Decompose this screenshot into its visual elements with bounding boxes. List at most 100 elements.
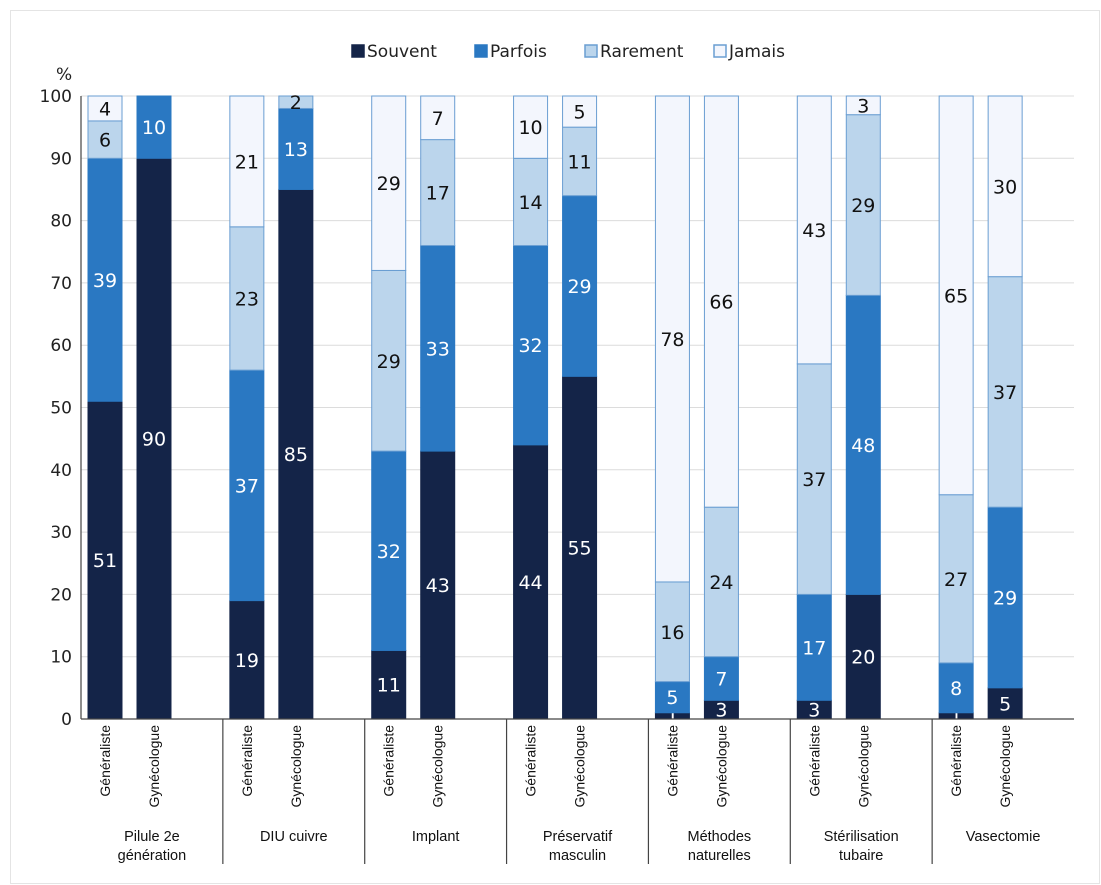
legend-swatch-1 [475,45,487,57]
y-tick-label-2: 20 [50,585,72,605]
bar-category-label-g5-b1: Gynécologue [855,725,871,808]
legend-label-3: Jamais [728,42,785,62]
y-tick-label-3: 30 [50,523,72,543]
value-label-g0-b0-s1: 39 [93,270,117,292]
value-label-g5-b1-s3: 3 [857,95,869,117]
value-label-g5-b0-s3: 43 [802,220,826,242]
group-label-0-line-0: Pilule 2e [124,829,180,845]
value-label-g5-b0-s2: 37 [802,469,826,491]
value-label-g4-b0-s1: 5 [666,687,678,709]
value-label-g4-b1-s2: 24 [709,572,733,594]
group-label-0-line-1: génération [118,848,187,864]
value-label-g6-b1-s3: 30 [993,176,1017,198]
value-label-g0-b1-s0: 90 [142,429,166,451]
value-label-g4-b0-s3: 78 [660,329,684,351]
category-labels: Généraliste Gynécologue Pilule 2e génératio… [97,725,1040,864]
value-label-g2-b0-s1: 32 [377,541,401,563]
value-label-g5-b1-s2: 29 [851,195,875,217]
value-label-g0-b1-s1: 10 [142,117,166,139]
value-label-g2-b0-s3: 29 [377,173,401,195]
bar-category-label-g4-b1: Gynécologue [713,725,729,808]
legend: Souvent Parfois Rarement Jamais [352,42,785,62]
value-label-g0-b0-s0: 51 [93,550,117,572]
value-label-g3-b0-s1: 32 [518,335,542,357]
value-label-g3-b0-s0: 44 [518,572,542,594]
y-axis-ticks: 0 10 20 30 40 50 60 70 80 90 100 [40,87,72,730]
legend-swatch-2 [585,45,597,57]
bar-category-label-g2-b1: Gynécologue [430,725,446,808]
bar-category-label-g5-b0: Généraliste [806,725,822,797]
value-label-g6-b0-s1: 8 [950,678,962,700]
group-label-4-line-0: Méthodes [688,829,752,845]
group-label-5-line-1: tubaire [839,848,883,864]
value-label-g4-b1-s0: 3 [715,700,727,722]
value-label-g2-b1-s3: 7 [432,108,444,130]
group-label-4-line-1: naturelles [688,848,751,864]
bar-category-label-g3-b0: Généraliste [523,725,539,797]
bar-category-label-g6-b1: Gynécologue [997,725,1013,808]
y-tick-label-1: 10 [50,648,72,668]
value-label-g2-b1-s0: 43 [426,575,450,597]
group-label-3-line-1: masculin [549,848,606,864]
value-label-g1-b1-s2: 2 [290,92,302,114]
y-tick-label-7: 70 [50,274,72,294]
bar-category-label-g0-b0: Généraliste [97,725,113,797]
value-label-g6-b1-s0: 5 [999,693,1011,715]
value-label-g1-b0-s2: 23 [235,288,259,310]
value-label-g1-b0-s1: 37 [235,475,259,497]
value-label-g3-b0-s2: 14 [518,192,542,214]
legend-swatch-3 [714,45,726,57]
value-label-g6-b0-s3: 65 [944,285,968,307]
value-label-g5-b0-s0: 3 [808,700,820,722]
bar-category-label-g0-b1: Gynécologue [146,725,162,808]
y-tick-label-8: 80 [50,212,72,232]
y-tick-label-6: 60 [50,336,72,356]
y-axis-unit: % [56,65,72,85]
value-label-g4-b0-s2: 16 [660,622,684,644]
bar-category-label-g6-b0: Généraliste [948,725,964,797]
value-label-g0-b0-s2: 6 [99,130,111,152]
value-label-g1-b1-s0: 85 [284,444,308,466]
group-label-5-line-0: Stérilisation [824,829,899,845]
value-label-g6-b1-s1: 29 [993,588,1017,610]
value-label-g1-b0-s0: 19 [235,650,259,672]
y-tick-label-4: 40 [50,461,72,481]
value-label-g2-b0-s0: 11 [377,675,401,697]
value-label-g6-b0-s2: 27 [944,569,968,591]
value-label-g5-b0-s1: 17 [802,637,826,659]
y-tick-label-0: 0 [61,710,72,730]
y-tick-label-10: 100 [40,87,72,107]
value-label-g6-b1-s2: 37 [993,382,1017,404]
value-label-g3-b1-s0: 55 [567,538,591,560]
value-label-g3-b1-s2: 11 [567,151,591,173]
bar-category-label-g3-b1: Gynécologue [572,725,588,808]
value-label-g3-b1-s3: 5 [574,102,586,124]
value-label-g1-b0-s3: 21 [235,151,259,173]
group-label-2-line-0: Implant [412,829,460,845]
group-label-1-line-0: DIU cuivre [260,829,328,845]
value-label-g2-b0-s2: 29 [377,351,401,373]
value-label-g4-b1-s3: 66 [709,292,733,314]
bars: 5139649010193723218513211322929433317744… [88,92,1022,728]
value-label-g5-b1-s0: 20 [851,647,875,669]
value-label-g3-b0-s3: 10 [518,117,542,139]
legend-swatch-0 [352,45,364,57]
bar-category-label-g4-b0: Généraliste [664,725,680,797]
value-label-g4-b1-s1: 7 [715,669,727,691]
group-label-6-line-0: Vasectomie [966,829,1041,845]
value-label-g3-b1-s1: 29 [567,276,591,298]
y-tick-label-5: 50 [50,399,72,419]
y-tick-label-9: 90 [50,149,72,169]
legend-label-1: Parfois [490,42,547,62]
legend-label-0: Souvent [367,42,437,62]
legend-label-2: Rarement [600,42,684,62]
value-label-g1-b1-s1: 13 [284,139,308,161]
value-label-g5-b1-s1: 48 [851,435,875,457]
bar-category-label-g2-b0: Généraliste [381,725,397,797]
value-label-g2-b1-s2: 17 [426,183,450,205]
value-label-g2-b1-s1: 33 [426,338,450,360]
bar-category-label-g1-b1: Gynécologue [288,725,304,808]
group-label-3-line-0: Préservatif [543,829,613,845]
value-label-g0-b0-s3: 4 [99,98,111,120]
